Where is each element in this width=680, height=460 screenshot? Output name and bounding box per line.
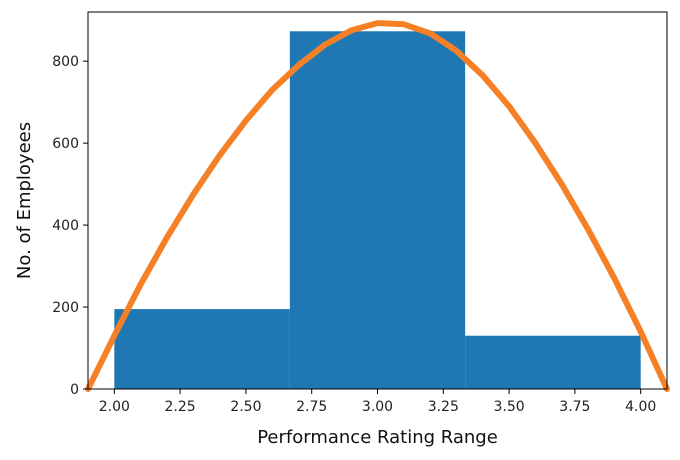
y-tick-label: 0 <box>70 382 79 398</box>
bars-group <box>114 31 641 389</box>
y-tick-label: 600 <box>52 136 79 152</box>
x-ticks: 2.00 2.25 2.50 2.75 3.00 3.25 3.50 3.75 4.00 <box>99 389 656 415</box>
histogram-bar-1 <box>114 309 290 389</box>
x-tick-label: 3.25 <box>428 399 459 415</box>
histogram-bar-2 <box>289 31 466 389</box>
x-tick-label: 3.75 <box>559 399 590 415</box>
x-tick-label: 2.50 <box>230 399 261 415</box>
x-tick-label: 2.75 <box>296 399 327 415</box>
y-axis-label: No. of Employees <box>14 122 35 279</box>
x-tick-label: 2.25 <box>165 399 196 415</box>
y-ticks: 0 200 400 600 800 <box>52 54 88 398</box>
y-tick-label: 400 <box>52 218 79 234</box>
x-tick-label: 2.00 <box>99 399 130 415</box>
y-tick-label: 800 <box>52 54 79 70</box>
x-tick-label: 4.00 <box>625 399 656 415</box>
y-tick-label: 200 <box>52 300 79 316</box>
histogram-bar-3 <box>465 335 641 389</box>
x-tick-label: 3.50 <box>494 399 525 415</box>
x-tick-label: 3.00 <box>362 399 393 415</box>
fit-curve <box>85 20 670 392</box>
x-axis-label: Performance Rating Range <box>257 427 498 448</box>
